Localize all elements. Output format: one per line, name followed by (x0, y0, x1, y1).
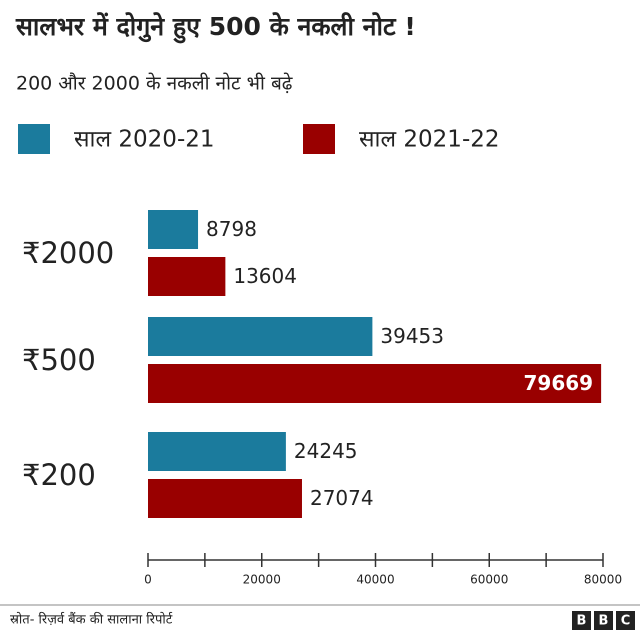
value-label: 39453 (380, 324, 444, 348)
chart-title: सालभर में दोगुने हुए 500 के नकली नोट ! (15, 12, 416, 44)
y-tick-label: ₹200 (22, 458, 96, 492)
legend-label: साल 2021-22 (359, 127, 500, 153)
y-tick-label: ₹500 (22, 343, 96, 377)
value-label: 79669 (524, 371, 594, 395)
x-tick-label: 80000 (584, 573, 622, 587)
logo-letter: B (599, 614, 609, 629)
logo-box (594, 611, 613, 630)
bar (148, 479, 302, 518)
bar (148, 364, 602, 403)
logo-letter: C (621, 614, 631, 629)
value-label: 27074 (310, 486, 374, 510)
value-label: 8798 (206, 217, 257, 241)
logo-box (616, 611, 635, 630)
x-tick-label: 60000 (470, 573, 508, 587)
legend-label: साल 2020-21 (74, 127, 215, 153)
source: स्रोत- रिज़र्व बैंक की सालाना रिपोर्ट (10, 612, 173, 628)
bar (148, 257, 226, 296)
x-tick-label: 0 (144, 573, 152, 587)
bar (148, 317, 373, 356)
chart-subtitle: 200 और 2000 के नकली नोट भी बढ़े (16, 72, 293, 95)
legend-swatch (18, 124, 50, 154)
logo-letter: B (577, 614, 587, 629)
legend-swatch (303, 124, 335, 154)
value-label: 13604 (233, 264, 297, 288)
bar (148, 210, 199, 249)
y-tick-label: ₹2000 (22, 236, 114, 270)
value-label: 24245 (294, 439, 358, 463)
logo-box (572, 611, 591, 630)
x-tick-label: 20000 (243, 573, 281, 587)
x-tick-label: 40000 (356, 573, 394, 587)
bar (148, 432, 286, 471)
